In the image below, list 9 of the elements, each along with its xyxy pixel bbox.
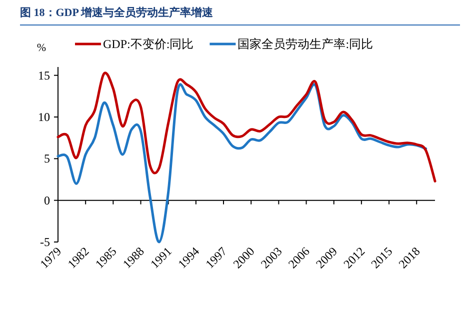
y-tick-label: -5	[40, 235, 50, 249]
y-tick-label: 0	[44, 193, 50, 208]
legend-label: GDP:不变价:同比	[103, 37, 194, 51]
legend-label: 国家全员劳动生产率:同比	[238, 37, 374, 51]
y-tick-label: 15	[38, 68, 50, 82]
y-axis-title: %	[36, 42, 46, 54]
y-tick-label: 5	[44, 152, 50, 166]
chart-title: 图 18：GDP 增速与全员劳动生产率增速	[20, 6, 214, 19]
y-tick-label: 10	[38, 110, 50, 124]
